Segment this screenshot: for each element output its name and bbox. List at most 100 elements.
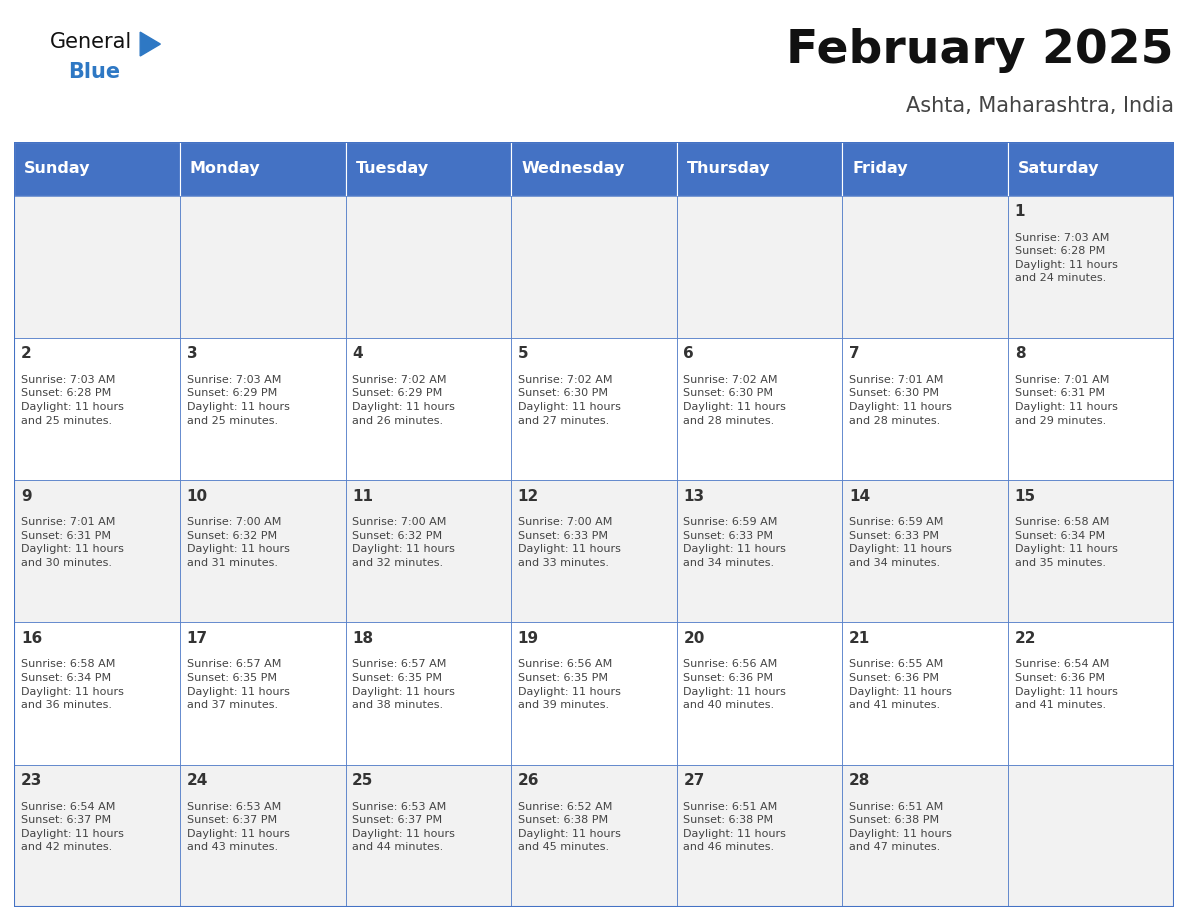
Text: 21: 21 xyxy=(849,631,871,646)
Bar xyxy=(1009,622,1174,765)
Text: Sunrise: 6:51 AM
Sunset: 6:38 PM
Daylight: 11 hours
and 47 minutes.: Sunrise: 6:51 AM Sunset: 6:38 PM Dayligh… xyxy=(849,801,952,853)
Bar xyxy=(677,765,842,907)
Text: Sunrise: 7:01 AM
Sunset: 6:31 PM
Daylight: 11 hours
and 29 minutes.: Sunrise: 7:01 AM Sunset: 6:31 PM Dayligh… xyxy=(1015,375,1118,426)
Text: Sunrise: 7:03 AM
Sunset: 6:28 PM
Daylight: 11 hours
and 25 minutes.: Sunrise: 7:03 AM Sunset: 6:28 PM Dayligh… xyxy=(21,375,124,426)
Bar xyxy=(842,480,1009,622)
Bar xyxy=(346,765,511,907)
Text: Sunrise: 7:02 AM
Sunset: 6:30 PM
Daylight: 11 hours
and 27 minutes.: Sunrise: 7:02 AM Sunset: 6:30 PM Dayligh… xyxy=(518,375,620,426)
Text: 16: 16 xyxy=(21,631,42,646)
Text: Tuesday: Tuesday xyxy=(355,162,429,176)
Text: 20: 20 xyxy=(683,631,704,646)
Bar xyxy=(179,142,346,196)
Text: Sunrise: 7:01 AM
Sunset: 6:30 PM
Daylight: 11 hours
and 28 minutes.: Sunrise: 7:01 AM Sunset: 6:30 PM Dayligh… xyxy=(849,375,952,426)
Text: Sunrise: 6:54 AM
Sunset: 6:37 PM
Daylight: 11 hours
and 42 minutes.: Sunrise: 6:54 AM Sunset: 6:37 PM Dayligh… xyxy=(21,801,124,853)
Bar xyxy=(346,196,511,338)
Text: 17: 17 xyxy=(187,631,208,646)
Bar xyxy=(1009,480,1174,622)
Text: 27: 27 xyxy=(683,773,704,789)
Bar xyxy=(842,338,1009,480)
Bar xyxy=(1009,142,1174,196)
Bar xyxy=(14,765,179,907)
Bar xyxy=(1009,196,1174,338)
Text: Sunday: Sunday xyxy=(24,162,90,176)
Text: 19: 19 xyxy=(518,631,539,646)
Bar xyxy=(14,196,179,338)
Text: Saturday: Saturday xyxy=(1018,162,1100,176)
Text: Sunrise: 6:51 AM
Sunset: 6:38 PM
Daylight: 11 hours
and 46 minutes.: Sunrise: 6:51 AM Sunset: 6:38 PM Dayligh… xyxy=(683,801,786,853)
Bar xyxy=(677,480,842,622)
Text: 25: 25 xyxy=(352,773,373,789)
Text: Friday: Friday xyxy=(853,162,908,176)
Bar xyxy=(511,765,677,907)
Bar xyxy=(346,480,511,622)
Text: 15: 15 xyxy=(1015,488,1036,504)
Text: 6: 6 xyxy=(683,346,694,362)
Text: Sunrise: 7:03 AM
Sunset: 6:28 PM
Daylight: 11 hours
and 24 minutes.: Sunrise: 7:03 AM Sunset: 6:28 PM Dayligh… xyxy=(1015,232,1118,284)
Bar xyxy=(511,338,677,480)
Bar xyxy=(677,622,842,765)
Text: 14: 14 xyxy=(849,488,871,504)
Text: Sunrise: 6:58 AM
Sunset: 6:34 PM
Daylight: 11 hours
and 35 minutes.: Sunrise: 6:58 AM Sunset: 6:34 PM Dayligh… xyxy=(1015,517,1118,568)
Text: 9: 9 xyxy=(21,488,32,504)
Bar xyxy=(1009,338,1174,480)
Text: General: General xyxy=(50,32,132,52)
Bar xyxy=(14,480,179,622)
Text: Sunrise: 6:54 AM
Sunset: 6:36 PM
Daylight: 11 hours
and 41 minutes.: Sunrise: 6:54 AM Sunset: 6:36 PM Dayligh… xyxy=(1015,659,1118,711)
Text: 5: 5 xyxy=(518,346,529,362)
Text: Sunrise: 7:01 AM
Sunset: 6:31 PM
Daylight: 11 hours
and 30 minutes.: Sunrise: 7:01 AM Sunset: 6:31 PM Dayligh… xyxy=(21,517,124,568)
Bar xyxy=(511,622,677,765)
Bar xyxy=(511,196,677,338)
Bar xyxy=(179,338,346,480)
Bar xyxy=(179,480,346,622)
Text: Sunrise: 6:57 AM
Sunset: 6:35 PM
Daylight: 11 hours
and 37 minutes.: Sunrise: 6:57 AM Sunset: 6:35 PM Dayligh… xyxy=(187,659,290,711)
Text: Sunrise: 6:59 AM
Sunset: 6:33 PM
Daylight: 11 hours
and 34 minutes.: Sunrise: 6:59 AM Sunset: 6:33 PM Dayligh… xyxy=(683,517,786,568)
Text: 23: 23 xyxy=(21,773,43,789)
Text: 2: 2 xyxy=(21,346,32,362)
Bar xyxy=(842,142,1009,196)
Text: 26: 26 xyxy=(518,773,539,789)
Bar xyxy=(346,142,511,196)
Text: Sunrise: 6:57 AM
Sunset: 6:35 PM
Daylight: 11 hours
and 38 minutes.: Sunrise: 6:57 AM Sunset: 6:35 PM Dayligh… xyxy=(352,659,455,711)
Text: Blue: Blue xyxy=(68,62,120,83)
Text: 12: 12 xyxy=(518,488,539,504)
Text: Sunrise: 7:00 AM
Sunset: 6:33 PM
Daylight: 11 hours
and 33 minutes.: Sunrise: 7:00 AM Sunset: 6:33 PM Dayligh… xyxy=(518,517,620,568)
Text: Monday: Monday xyxy=(190,162,260,176)
Text: Sunrise: 6:55 AM
Sunset: 6:36 PM
Daylight: 11 hours
and 41 minutes.: Sunrise: 6:55 AM Sunset: 6:36 PM Dayligh… xyxy=(849,659,952,711)
Bar xyxy=(842,765,1009,907)
Bar xyxy=(842,196,1009,338)
Text: Wednesday: Wednesday xyxy=(522,162,625,176)
Bar xyxy=(511,480,677,622)
Bar xyxy=(677,196,842,338)
Bar xyxy=(346,622,511,765)
Text: Sunrise: 7:02 AM
Sunset: 6:29 PM
Daylight: 11 hours
and 26 minutes.: Sunrise: 7:02 AM Sunset: 6:29 PM Dayligh… xyxy=(352,375,455,426)
Text: 8: 8 xyxy=(1015,346,1025,362)
Text: 4: 4 xyxy=(352,346,362,362)
Text: 22: 22 xyxy=(1015,631,1036,646)
Text: 7: 7 xyxy=(849,346,860,362)
Bar xyxy=(511,142,677,196)
Text: Sunrise: 7:00 AM
Sunset: 6:32 PM
Daylight: 11 hours
and 31 minutes.: Sunrise: 7:00 AM Sunset: 6:32 PM Dayligh… xyxy=(187,517,290,568)
Text: 3: 3 xyxy=(187,346,197,362)
Text: 18: 18 xyxy=(352,631,373,646)
Bar xyxy=(14,142,179,196)
Bar xyxy=(14,338,179,480)
Bar xyxy=(346,338,511,480)
Text: Sunrise: 7:03 AM
Sunset: 6:29 PM
Daylight: 11 hours
and 25 minutes.: Sunrise: 7:03 AM Sunset: 6:29 PM Dayligh… xyxy=(187,375,290,426)
Text: Thursday: Thursday xyxy=(687,162,770,176)
Text: Sunrise: 6:56 AM
Sunset: 6:35 PM
Daylight: 11 hours
and 39 minutes.: Sunrise: 6:56 AM Sunset: 6:35 PM Dayligh… xyxy=(518,659,620,711)
Text: Sunrise: 6:52 AM
Sunset: 6:38 PM
Daylight: 11 hours
and 45 minutes.: Sunrise: 6:52 AM Sunset: 6:38 PM Dayligh… xyxy=(518,801,620,853)
Bar xyxy=(677,142,842,196)
Bar xyxy=(842,622,1009,765)
Text: 11: 11 xyxy=(352,488,373,504)
Text: Sunrise: 6:53 AM
Sunset: 6:37 PM
Daylight: 11 hours
and 44 minutes.: Sunrise: 6:53 AM Sunset: 6:37 PM Dayligh… xyxy=(352,801,455,853)
Text: 10: 10 xyxy=(187,488,208,504)
Text: 24: 24 xyxy=(187,773,208,789)
Text: February 2025: February 2025 xyxy=(786,28,1174,73)
Bar xyxy=(14,622,179,765)
Bar xyxy=(1009,765,1174,907)
Text: Ashta, Maharashtra, India: Ashta, Maharashtra, India xyxy=(905,96,1174,117)
Text: Sunrise: 7:00 AM
Sunset: 6:32 PM
Daylight: 11 hours
and 32 minutes.: Sunrise: 7:00 AM Sunset: 6:32 PM Dayligh… xyxy=(352,517,455,568)
Text: Sunrise: 6:56 AM
Sunset: 6:36 PM
Daylight: 11 hours
and 40 minutes.: Sunrise: 6:56 AM Sunset: 6:36 PM Dayligh… xyxy=(683,659,786,711)
Text: Sunrise: 6:53 AM
Sunset: 6:37 PM
Daylight: 11 hours
and 43 minutes.: Sunrise: 6:53 AM Sunset: 6:37 PM Dayligh… xyxy=(187,801,290,853)
Bar xyxy=(179,765,346,907)
